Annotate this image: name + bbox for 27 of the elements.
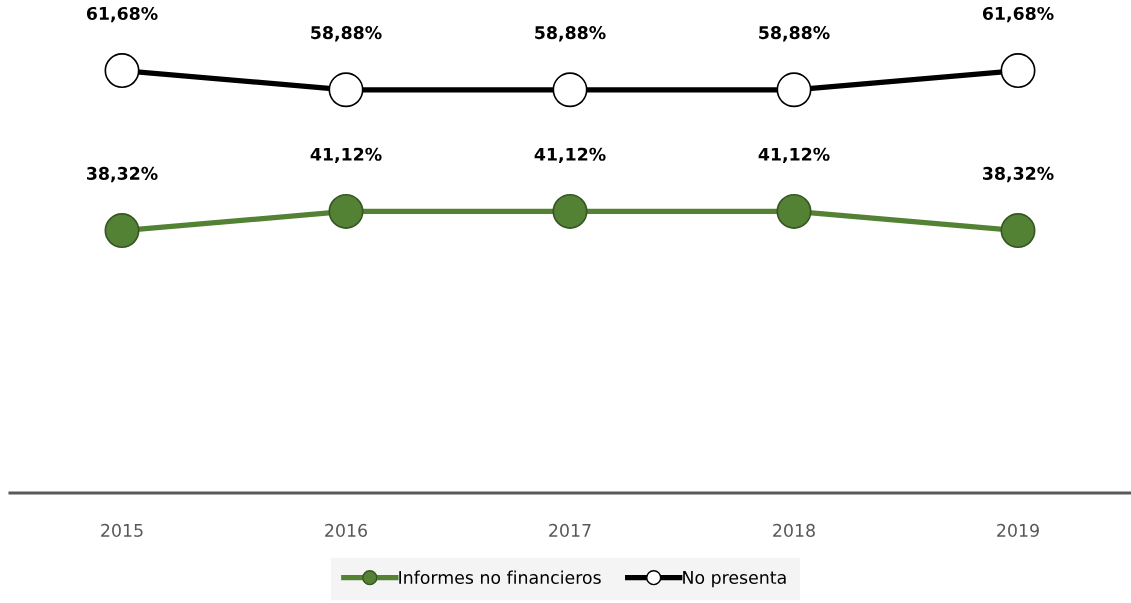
point bbox=[552, 72, 588, 108]
legend-label: No presenta bbox=[683, 571, 786, 588]
data-label: 58,88% bbox=[759, 26, 830, 42]
point bbox=[104, 53, 140, 89]
point bbox=[328, 193, 364, 229]
data-label: 58,88% bbox=[535, 26, 606, 42]
x-tick-label: 2015 bbox=[101, 523, 143, 537]
x-tick-label: 2018 bbox=[773, 523, 815, 537]
data-label: 41,12% bbox=[534, 147, 606, 164]
point bbox=[1000, 53, 1036, 89]
data-label: 38,32% bbox=[983, 166, 1054, 183]
x-tick-label: 2016 bbox=[325, 523, 367, 537]
x-tick-label: 2019 bbox=[997, 523, 1039, 537]
point bbox=[1000, 213, 1036, 249]
data-label: 61,68% bbox=[982, 6, 1054, 23]
data-label: 58,88% bbox=[311, 26, 382, 42]
data-label: 41,12% bbox=[310, 147, 382, 164]
x-tick-label: 2017 bbox=[549, 523, 591, 537]
point bbox=[552, 193, 588, 229]
data-label: 41,12% bbox=[758, 147, 830, 164]
data-label: 61,68% bbox=[86, 6, 158, 23]
point bbox=[328, 72, 364, 108]
data-label: 38,32% bbox=[87, 166, 158, 183]
point bbox=[776, 193, 812, 229]
point bbox=[104, 213, 140, 249]
point bbox=[776, 72, 812, 108]
legend-label: Informes no financieros bbox=[399, 570, 601, 585]
